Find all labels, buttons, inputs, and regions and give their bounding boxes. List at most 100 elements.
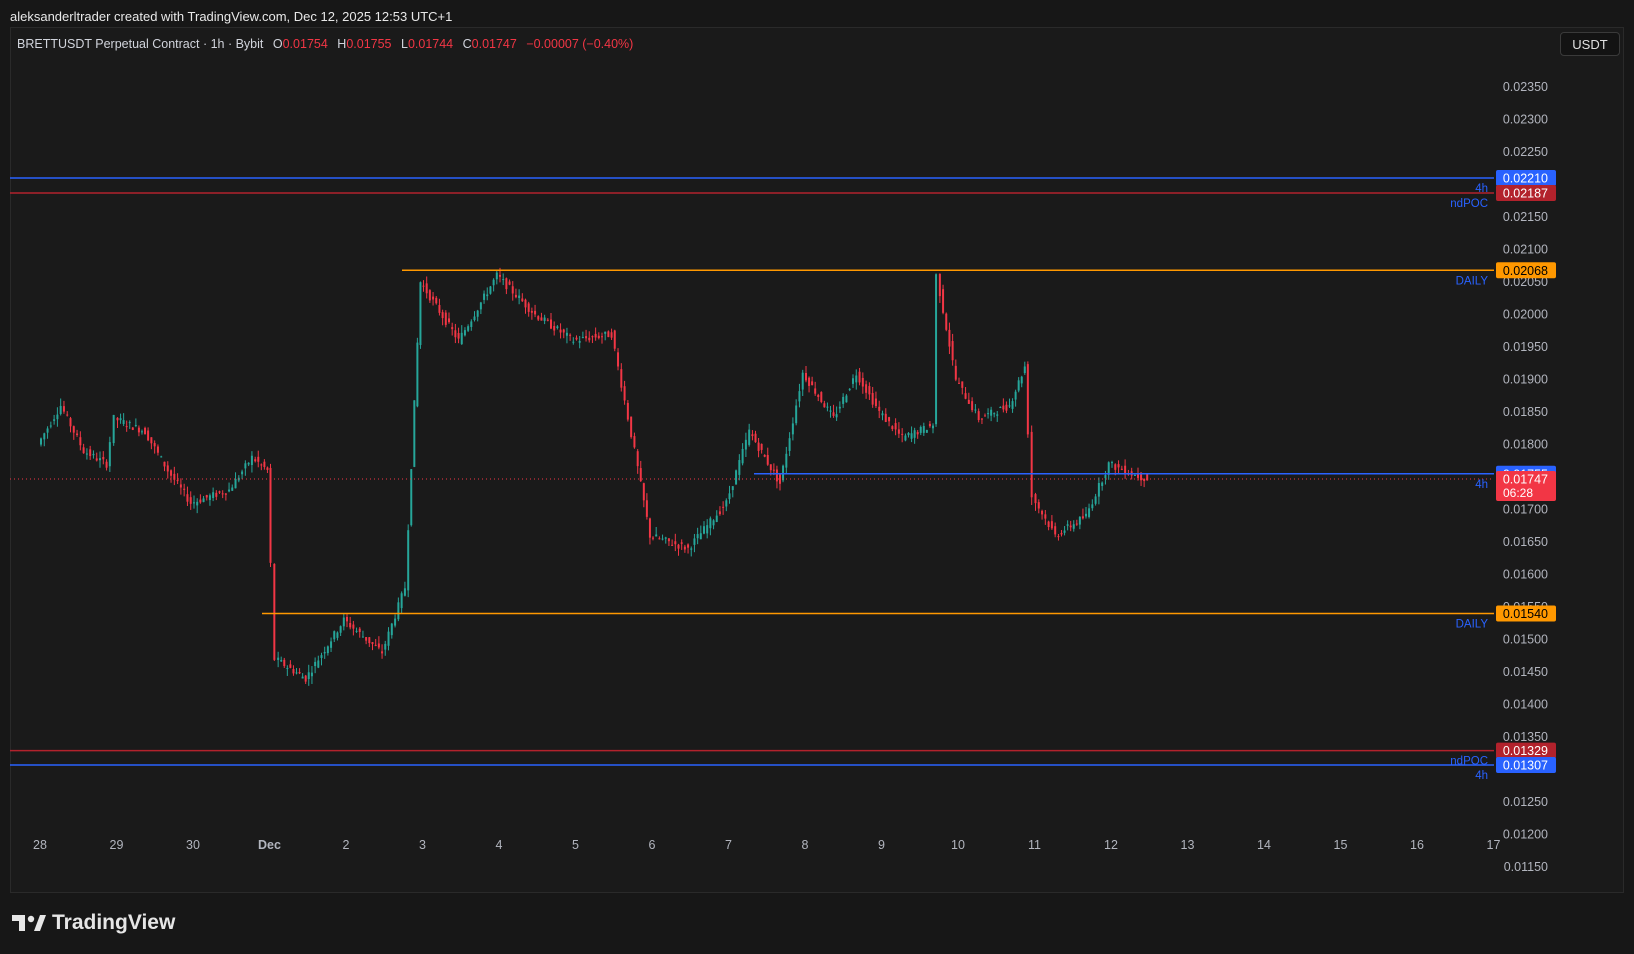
- candle-body: [72, 426, 75, 433]
- level-price-box: [1496, 170, 1556, 186]
- candle-body: [43, 433, 46, 440]
- candle-body: [754, 433, 757, 443]
- candle-body: [349, 622, 352, 628]
- level-price-box: [1496, 184, 1556, 201]
- candle-body: [358, 628, 361, 633]
- candle-body: [352, 624, 355, 629]
- candle-body: [645, 500, 648, 517]
- last-price-label: 0.01747: [1503, 472, 1548, 486]
- tradingview-logo[interactable]: TradingView: [12, 911, 175, 935]
- level-price-label: 0.02068: [1503, 264, 1548, 278]
- candle-body: [342, 617, 345, 627]
- candle-body: [674, 541, 677, 545]
- candle-body: [1017, 380, 1020, 391]
- candle-body: [137, 427, 140, 433]
- candle-body: [861, 377, 864, 387]
- candle-body: [186, 494, 189, 502]
- candle-body: [407, 530, 410, 591]
- candle-body: [1081, 516, 1084, 519]
- candle-body: [661, 538, 664, 540]
- candle-body: [894, 423, 897, 430]
- close-value: 0.01747: [471, 37, 517, 51]
- y-tick-label: 0.01250: [1503, 795, 1548, 809]
- y-tick-label: 0.01350: [1503, 730, 1548, 744]
- candle-body: [775, 469, 778, 482]
- candle-body: [56, 414, 59, 420]
- candle-body: [1047, 521, 1050, 527]
- candle-body: [744, 439, 747, 450]
- candle-body: [483, 293, 486, 300]
- x-tick-label: 8: [802, 838, 809, 852]
- y-tick-label: 0.02000: [1503, 308, 1548, 322]
- candle-body: [907, 432, 910, 436]
- level-price-label: 0.01307: [1503, 758, 1548, 772]
- candle-body: [652, 537, 654, 539]
- candle-body: [948, 329, 951, 347]
- candle-body: [1005, 404, 1008, 411]
- candle-body: [283, 659, 286, 667]
- candle-body: [425, 283, 428, 294]
- candle-body: [266, 467, 269, 470]
- candle-body: [617, 352, 620, 367]
- candle-body: [601, 336, 603, 338]
- candle-body: [1101, 482, 1104, 486]
- low-value: 0.01744: [407, 37, 454, 51]
- candle-body: [53, 419, 56, 421]
- candle-body: [196, 501, 199, 506]
- candle-body: [183, 488, 186, 490]
- candle-body: [428, 290, 431, 301]
- candle-body: [365, 637, 368, 641]
- candle-body: [46, 428, 49, 433]
- x-tick-label: 17: [1487, 838, 1501, 852]
- candle-body: [984, 415, 987, 417]
- open-value: 0.01754: [282, 37, 328, 51]
- candle-body: [49, 425, 52, 427]
- candle-body: [928, 423, 931, 427]
- candle-body: [215, 492, 218, 497]
- candle-body: [814, 388, 817, 394]
- candle-body: [835, 414, 838, 418]
- close-label: C: [462, 37, 472, 51]
- candle-body: [505, 278, 508, 290]
- candle-body: [166, 465, 169, 472]
- candle-body: [384, 643, 387, 650]
- candle-body: [1066, 524, 1069, 526]
- candle-body: [961, 381, 964, 388]
- candle-body: [588, 337, 591, 341]
- candle-body: [922, 426, 925, 433]
- candle-body: [221, 493, 224, 495]
- candle-body: [323, 652, 326, 654]
- candle-body: [706, 525, 709, 534]
- candle-body: [231, 487, 234, 491]
- candle-body: [1014, 391, 1017, 400]
- x-tick-label: Dec: [258, 838, 281, 852]
- candle-body: [66, 414, 69, 416]
- candle-body: [766, 455, 769, 465]
- candle-body: [289, 664, 292, 668]
- candle-body: [224, 493, 227, 495]
- candle-body: [1057, 536, 1060, 538]
- x-tick-label: 4: [496, 838, 503, 852]
- candle-body: [156, 446, 159, 453]
- low-label: L: [400, 37, 408, 51]
- candle-body: [330, 641, 333, 648]
- candle-body: [1075, 523, 1078, 525]
- level-label: DAILY: [1456, 275, 1489, 287]
- candle-body: [361, 636, 364, 638]
- chart-panel[interactable]: [10, 27, 1624, 893]
- candle-body: [712, 520, 715, 526]
- candle-body: [884, 413, 887, 422]
- candle-body: [722, 506, 725, 508]
- candle-body: [454, 330, 457, 338]
- candle-body: [910, 433, 913, 439]
- x-tick-label: 2: [343, 838, 350, 852]
- candle-body: [738, 460, 741, 475]
- candle-body: [228, 489, 231, 492]
- candle-body: [901, 433, 904, 435]
- candle-body: [550, 319, 552, 329]
- candle-body: [741, 448, 744, 464]
- symbol-title[interactable]: BRETTUSDT Perpetual Contract · 1h · Bybi…: [17, 37, 264, 51]
- currency-button[interactable]: USDT: [1560, 32, 1620, 56]
- candle-body: [919, 426, 922, 433]
